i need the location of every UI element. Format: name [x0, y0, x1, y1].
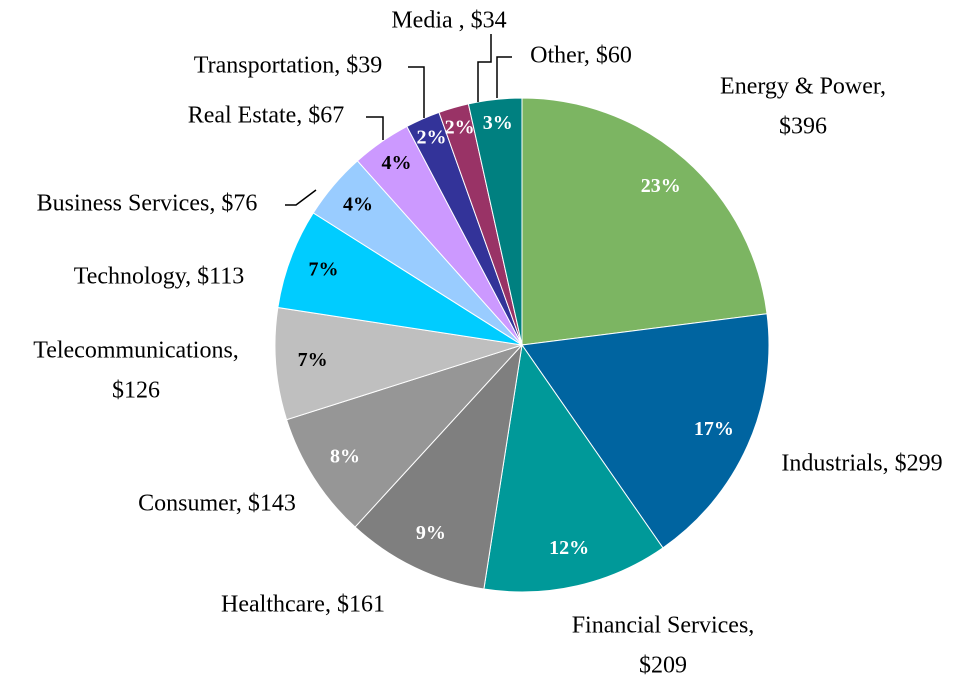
slice-label: Transportation, $39: [194, 53, 382, 79]
pie-slice: [354, 343, 523, 590]
slice-label: $396: [779, 114, 827, 140]
percent-label: 7%: [298, 349, 328, 371]
slice-label: Industrials, $299: [781, 451, 942, 477]
percent-label: 9%: [416, 522, 446, 544]
slice-label: Other, $60: [530, 43, 632, 69]
pie-slice: [285, 343, 524, 528]
percent-label: 17%: [694, 418, 734, 440]
percent-label: 3%: [483, 112, 513, 134]
percent-label: 2%: [445, 116, 475, 138]
percent-label: 4%: [343, 194, 373, 216]
slice-label: Consumer, $143: [138, 491, 296, 517]
percent-label: 8%: [330, 446, 360, 468]
pie-slice: [483, 343, 664, 593]
leader-line: [366, 116, 384, 140]
percent-label: 2%: [417, 127, 447, 149]
percent-label: 7%: [308, 258, 338, 280]
slice-label: Media , $34: [391, 8, 506, 34]
slice-label: Business Services, $76: [37, 191, 258, 217]
leader-line: [408, 66, 425, 118]
percent-label: 12%: [549, 537, 589, 559]
pie-slice: [521, 97, 768, 346]
leader-line: [496, 56, 512, 98]
leader-line: [285, 189, 317, 206]
slice-label: Real Estate, $67: [188, 103, 345, 129]
pie-slice: [521, 313, 770, 549]
slice-label: Energy & Power,: [720, 74, 886, 100]
percent-label: 23%: [641, 175, 681, 197]
percent-label: 4%: [381, 152, 411, 174]
slice-label: Healthcare, $161: [221, 592, 385, 618]
slice-label: Telecommunications,: [33, 338, 239, 364]
slice-label: Financial Services,: [572, 613, 755, 639]
pie-slice: [467, 97, 523, 346]
slice-label: $126: [112, 378, 160, 404]
leader-line: [477, 34, 492, 102]
slice-label: Technology, $113: [74, 264, 245, 290]
slice-label: $209: [639, 653, 687, 679]
